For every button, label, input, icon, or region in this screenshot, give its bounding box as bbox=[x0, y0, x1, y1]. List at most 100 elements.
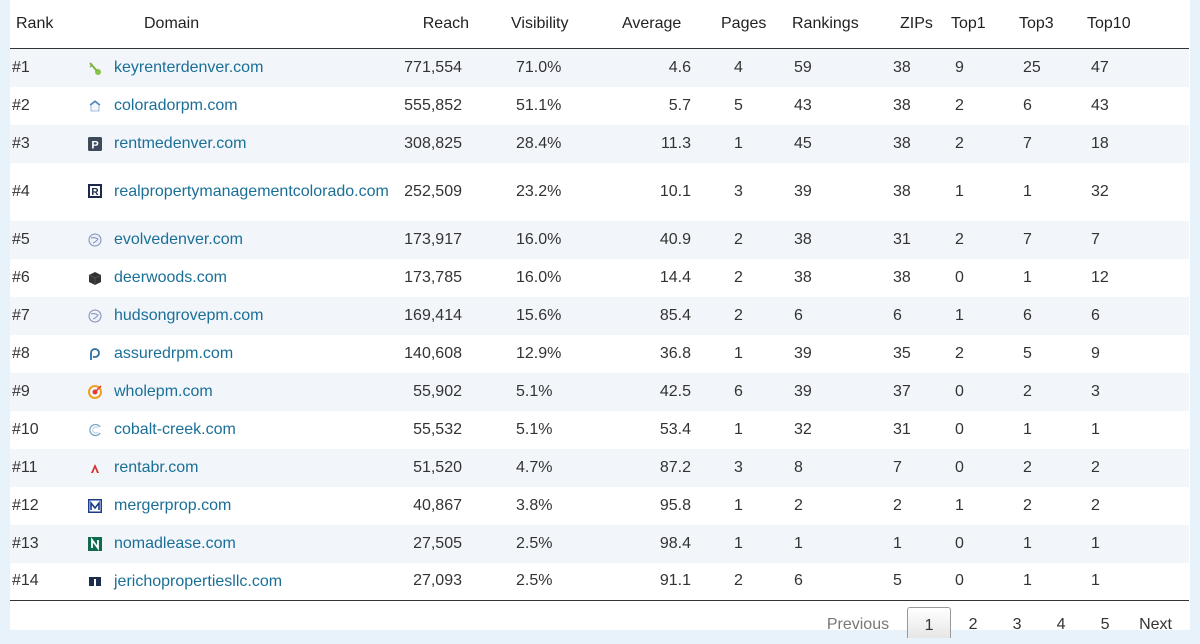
page-button-4[interactable]: 4 bbox=[1056, 616, 1066, 633]
key-favicon-icon bbox=[88, 61, 102, 75]
visibility-cell: 12.9% bbox=[516, 344, 562, 362]
cube-favicon-icon bbox=[88, 271, 102, 285]
page-button-5[interactable]: 5 bbox=[1100, 616, 1110, 633]
visibility-cell: 15.6% bbox=[516, 306, 562, 324]
building-favicon-icon bbox=[88, 574, 102, 588]
page-button-2[interactable]: 2 bbox=[968, 616, 978, 633]
a-logo-favicon-icon bbox=[88, 461, 102, 475]
table-row: #10 cobalt-creek.com 55,532 5.1% 53.4 1 32 31 0 1… bbox=[10, 410, 1189, 449]
domain-wrapper: evolvedenver.com bbox=[80, 229, 399, 250]
domain-link[interactable]: assuredrpm.com bbox=[114, 345, 234, 362]
rank-cell: #14 bbox=[10, 562, 80, 601]
table-row: #2 coloradorpm.com 555,852 51.1% 5.7 5 43 38 2 6 4… bbox=[10, 86, 1189, 125]
top1-cell: 2 bbox=[955, 344, 964, 362]
rankings-cell: 45 bbox=[794, 134, 812, 152]
domain-link[interactable]: rentabr.com bbox=[114, 459, 199, 476]
rank-cell: #9 bbox=[12, 382, 30, 400]
table-row: #13 nomadlease.com 27,505 2.5% 98.4 1 1 1 0 1 1 bbox=[10, 524, 1189, 563]
domain-cell: cobalt-creek.com bbox=[80, 411, 399, 449]
column-header-visibility[interactable]: Visibility bbox=[495, 0, 601, 49]
table-row: #9 wholepm.com 55,902 5.1% 42.5 6 39 37 0 2 3 bbox=[10, 372, 1189, 411]
column-header-zips[interactable]: ZIPs bbox=[885, 0, 937, 49]
column-header-pages[interactable]: Pages bbox=[702, 0, 771, 49]
domain-link[interactable]: keyrenterdenver.com bbox=[114, 59, 264, 77]
domain-cell: mergerprop.com bbox=[80, 487, 399, 525]
next-page-button[interactable]: Next bbox=[1139, 616, 1172, 633]
domain-link[interactable]: jerichopropertiesllc.com bbox=[114, 572, 283, 590]
domain-link[interactable]: realpropertymanagementcolorado.com bbox=[114, 183, 389, 200]
reach-cell: 555,852 bbox=[404, 96, 462, 114]
domain-wrapper: rentabr.com bbox=[80, 457, 399, 478]
column-header-top10[interactable]: Top10 bbox=[1073, 0, 1189, 49]
domain-link[interactable]: mergerprop.com bbox=[114, 497, 232, 514]
column-header-domain[interactable]: Domain bbox=[80, 0, 399, 49]
rankings-cell: 32 bbox=[794, 420, 812, 438]
top1-cell: 1 bbox=[955, 182, 964, 200]
top10-cell: 7 bbox=[1091, 230, 1100, 248]
reach-cell: 169,414 bbox=[404, 306, 462, 324]
average-cell: 4.6 bbox=[668, 58, 691, 76]
domain-link[interactable]: nomadlease.com bbox=[114, 535, 236, 552]
domain-rankings-table: Rank Domain Reach Visibility Average Pag… bbox=[10, 0, 1189, 601]
domain-link[interactable]: rentmedenver.com bbox=[114, 135, 247, 152]
domain-link[interactable]: evolvedenver.com bbox=[114, 231, 243, 248]
zips-cell: 35 bbox=[893, 344, 911, 362]
average-cell: 5.7 bbox=[668, 96, 691, 114]
domain-link[interactable]: deerwoods.com bbox=[114, 269, 227, 286]
svg-text:R: R bbox=[91, 187, 99, 198]
average-cell: 87.2 bbox=[659, 458, 691, 476]
domain-wrapper: coloradorpm.com bbox=[80, 95, 399, 116]
column-header-top1[interactable]: Top1 bbox=[937, 0, 1005, 49]
column-header-average[interactable]: Average bbox=[601, 0, 702, 49]
svg-text:P: P bbox=[91, 139, 98, 151]
r-square-favicon-icon: R bbox=[88, 184, 102, 198]
zips-cell: 31 bbox=[893, 420, 911, 438]
column-header-rankings[interactable]: Rankings bbox=[771, 0, 885, 49]
domain-link[interactable]: hudsongrovepm.com bbox=[114, 307, 264, 324]
domain-link[interactable]: wholepm.com bbox=[114, 383, 213, 400]
top3-cell: 1 bbox=[1023, 420, 1032, 438]
visibility-cell: 2.5% bbox=[516, 534, 553, 552]
page-button-1[interactable]: 1 bbox=[907, 607, 952, 638]
rankings-cell: 38 bbox=[794, 268, 812, 286]
zips-cell: 38 bbox=[893, 182, 911, 200]
domain-link[interactable]: cobalt-creek.com bbox=[114, 421, 236, 438]
top3-cell: 6 bbox=[1023, 306, 1032, 324]
table-row: #7 hudsongrovepm.com 169,414 15.6% 85.4 2 6 6 1 6… bbox=[10, 296, 1189, 335]
visibility-cell: 5.1% bbox=[516, 420, 553, 438]
rank-cell: #1 bbox=[12, 58, 30, 76]
table-row: #1 keyrenterdenver.com 771,554 71.0% 4.6 4 59 3… bbox=[10, 48, 1189, 87]
rankings-cell: 2 bbox=[794, 496, 803, 514]
zips-cell: 5 bbox=[885, 562, 937, 601]
top1-cell: 0 bbox=[955, 382, 964, 400]
top10-cell: 1 bbox=[1091, 534, 1100, 552]
average-cell: 42.5 bbox=[659, 382, 691, 400]
column-header-reach[interactable]: Reach bbox=[399, 0, 495, 49]
domain-cell: wholepm.com bbox=[80, 373, 399, 411]
domain-link[interactable]: coloradorpm.com bbox=[114, 97, 238, 114]
zips-cell: 7 bbox=[893, 458, 902, 476]
rankings-cell: 43 bbox=[794, 96, 812, 114]
top1-cell: 0 bbox=[955, 534, 964, 552]
table-header-row: Rank Domain Reach Visibility Average Pag… bbox=[10, 0, 1189, 49]
previous-page-button[interactable]: Previous bbox=[826, 616, 890, 633]
visibility-cell: 28.4% bbox=[516, 134, 562, 152]
top10-cell: 43 bbox=[1091, 96, 1109, 114]
rankings-cell: 6 bbox=[771, 562, 885, 601]
average-cell: 36.8 bbox=[659, 344, 691, 362]
top3-cell: 7 bbox=[1023, 134, 1032, 152]
column-header-top3[interactable]: Top3 bbox=[1005, 0, 1073, 49]
rank-cell: #5 bbox=[12, 230, 30, 248]
visibility-cell: 51.1% bbox=[516, 96, 562, 114]
average-cell: 53.4 bbox=[659, 420, 691, 438]
rank-cell: #12 bbox=[12, 496, 39, 514]
domain-cell: deerwoods.com bbox=[80, 259, 399, 297]
visibility-cell: 16.0% bbox=[516, 268, 562, 286]
rankings-cell: 8 bbox=[794, 458, 803, 476]
pages-cell: 2 bbox=[734, 230, 743, 248]
column-header-rank[interactable]: Rank bbox=[10, 0, 80, 49]
page-button-3[interactable]: 3 bbox=[1012, 616, 1022, 633]
reach-cell: 27,093 bbox=[399, 562, 495, 601]
reach-cell: 40,867 bbox=[413, 496, 462, 514]
